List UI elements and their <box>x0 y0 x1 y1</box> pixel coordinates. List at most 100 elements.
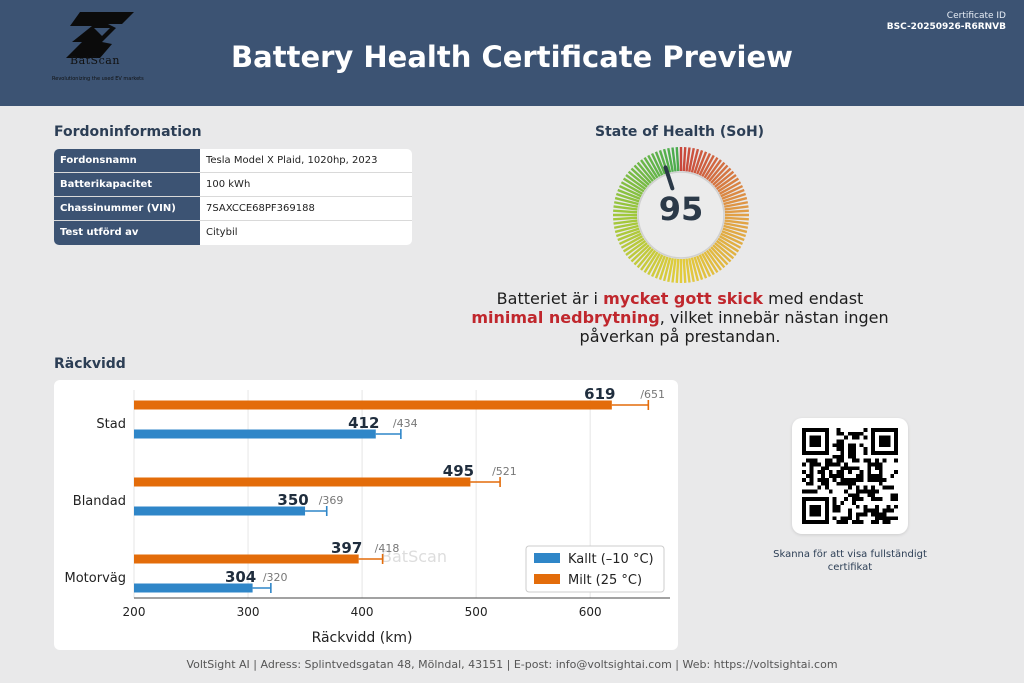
qr-module <box>867 462 872 467</box>
qr-module <box>832 516 837 521</box>
qr-module <box>825 458 829 463</box>
qr-module <box>821 470 826 475</box>
qr-module <box>840 470 845 475</box>
range-max-label: /369 <box>319 494 344 507</box>
gauge-tick <box>724 209 749 214</box>
qr-module <box>832 443 837 448</box>
range-max-label: /320 <box>263 571 288 584</box>
qr-module <box>890 493 895 498</box>
qr-module <box>874 458 879 463</box>
qr-module <box>828 470 833 475</box>
qr-module <box>836 454 841 459</box>
qr-module <box>851 520 856 524</box>
qr-module <box>871 512 875 517</box>
qr-module <box>851 481 856 486</box>
qr-module <box>851 447 856 452</box>
range-bar <box>134 583 253 593</box>
qr-module <box>878 470 883 475</box>
logo-mark-icon <box>66 12 134 58</box>
gauge-tick <box>627 170 648 188</box>
qr-module <box>836 447 841 452</box>
gauge-tick <box>715 239 737 256</box>
qr-module <box>878 474 883 478</box>
qr-code[interactable] <box>792 418 908 534</box>
qr-module <box>882 508 887 513</box>
qr-module <box>855 497 860 501</box>
qr-module <box>855 516 860 521</box>
range-value-label: 350 <box>277 491 308 509</box>
qr-module <box>840 516 845 521</box>
gauge-tick <box>701 252 715 276</box>
gauge-tick <box>708 248 726 269</box>
qr-module <box>878 477 883 482</box>
qr-module <box>886 485 891 490</box>
desc-part1: Batteriet är i <box>496 289 604 308</box>
qr-module <box>840 451 845 455</box>
brand-tagline: Revolutionizing the used EV markets <box>52 76 144 82</box>
qr-module <box>890 485 895 490</box>
gauge-tick <box>705 249 722 271</box>
qr-module <box>844 497 849 501</box>
qr-module <box>890 516 895 521</box>
range-bar <box>134 506 306 516</box>
legend-swatch <box>534 574 560 584</box>
gauge-tick <box>675 147 680 172</box>
qr-module <box>825 485 829 490</box>
qr-module <box>851 443 856 448</box>
qr-module <box>859 443 864 448</box>
qr-caption: Skanna för att visa fullständigt certifi… <box>773 549 927 573</box>
range-value-label: 304 <box>225 568 256 586</box>
gauge-tick <box>714 170 735 188</box>
range-bar <box>134 477 471 487</box>
qr-module <box>863 504 868 509</box>
vin-value: 7SAXCCE68PF369188 <box>206 203 315 214</box>
qr-module <box>840 439 845 444</box>
qr-module <box>882 477 887 482</box>
gauge-tick <box>723 222 749 229</box>
qr-module <box>848 485 852 490</box>
gauge-tick <box>671 258 677 283</box>
qr-module <box>848 481 852 486</box>
qr-module <box>894 516 898 521</box>
qr-module <box>859 512 864 517</box>
qr-module <box>878 516 883 521</box>
qr-module <box>809 462 814 467</box>
gauge-tick <box>647 154 661 178</box>
qr-module <box>855 431 860 436</box>
qr-module <box>859 489 864 494</box>
gauge-tick <box>685 147 691 172</box>
gauge-tick <box>622 177 645 193</box>
qr-module <box>890 497 895 501</box>
gauge-tick <box>658 256 669 281</box>
qr-module <box>821 481 826 486</box>
qr-module <box>874 504 879 509</box>
gauge-tick <box>717 177 740 193</box>
desc-highlight2: minimal nedbrytning <box>471 308 660 327</box>
qr-module <box>878 466 883 471</box>
gauge-tick <box>667 257 674 283</box>
gauge-tick <box>705 159 722 181</box>
qr-module <box>859 470 864 475</box>
qr-module <box>863 435 868 440</box>
qr-module <box>832 474 837 478</box>
qr-module <box>836 431 841 436</box>
category-label: Stad <box>96 417 126 432</box>
qr-module <box>817 485 822 490</box>
qr-module <box>809 481 814 486</box>
gauge-tick <box>720 232 744 246</box>
qr-module <box>817 470 822 475</box>
qr-module <box>863 451 868 455</box>
qr-module <box>848 493 852 498</box>
qr-module <box>848 466 852 471</box>
vehicle-info-heading: Fordoninformation <box>54 124 202 140</box>
qr-module <box>863 428 868 432</box>
qr-module <box>836 508 841 513</box>
gauge-tick <box>643 156 659 179</box>
qr-module <box>805 481 810 486</box>
qr-module <box>871 497 875 501</box>
gauge-tick <box>620 181 644 195</box>
qr-module <box>828 458 833 463</box>
qr-module <box>894 504 898 509</box>
qr-module <box>859 497 864 501</box>
legend-swatch <box>534 553 560 563</box>
